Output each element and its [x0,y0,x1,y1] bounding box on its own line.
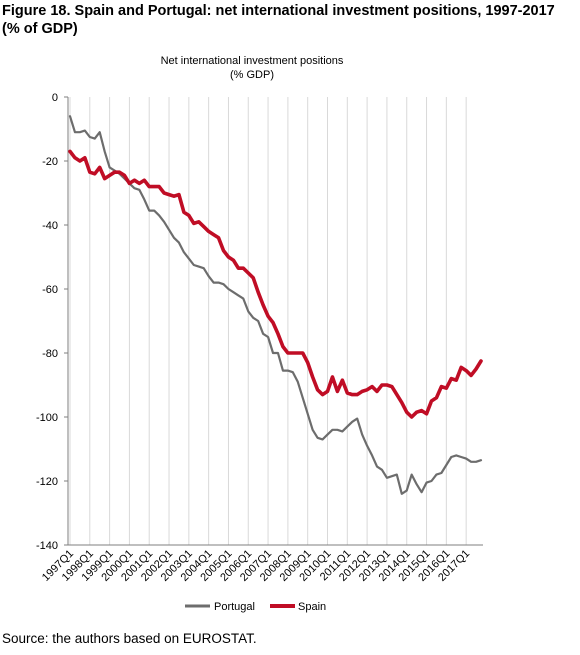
chart-subtitle: (% GDP) [230,69,274,81]
x-axis-ticks: 1997Q11998Q11999Q12000Q12001Q12002Q12003… [40,548,472,584]
series-line-spain [68,149,483,419]
y-tick-label: 0 [52,92,58,104]
legend-label-portugal: Portugal [214,601,255,613]
series-lines [68,115,483,495]
y-axis-ticks: 0 -20 -40 -60 -80 -100 -120 -140 [36,92,68,552]
source-note: Source: the authors based on EUROSTAT. [2,631,257,646]
axes [67,97,483,546]
y-tick-label: -60 [42,284,58,296]
y-tick-label: -80 [42,348,58,360]
line-chart: Net international investment positions (… [36,55,483,613]
y-tick-label: -100 [36,412,58,424]
legend-label-spain: Spain [298,601,326,613]
y-tick-label: -120 [36,476,58,488]
gridlines [69,97,467,545]
chart-title: Net international investment positions [161,55,344,67]
y-tick-label: -140 [36,540,58,552]
y-tick-label: -40 [42,220,58,232]
y-tick-label: -20 [42,156,58,168]
legend: Portugal Spain [185,601,326,613]
series-line-portugal [68,115,483,495]
figure-title: Figure 18. Spain and Portugal: net inter… [2,3,555,37]
